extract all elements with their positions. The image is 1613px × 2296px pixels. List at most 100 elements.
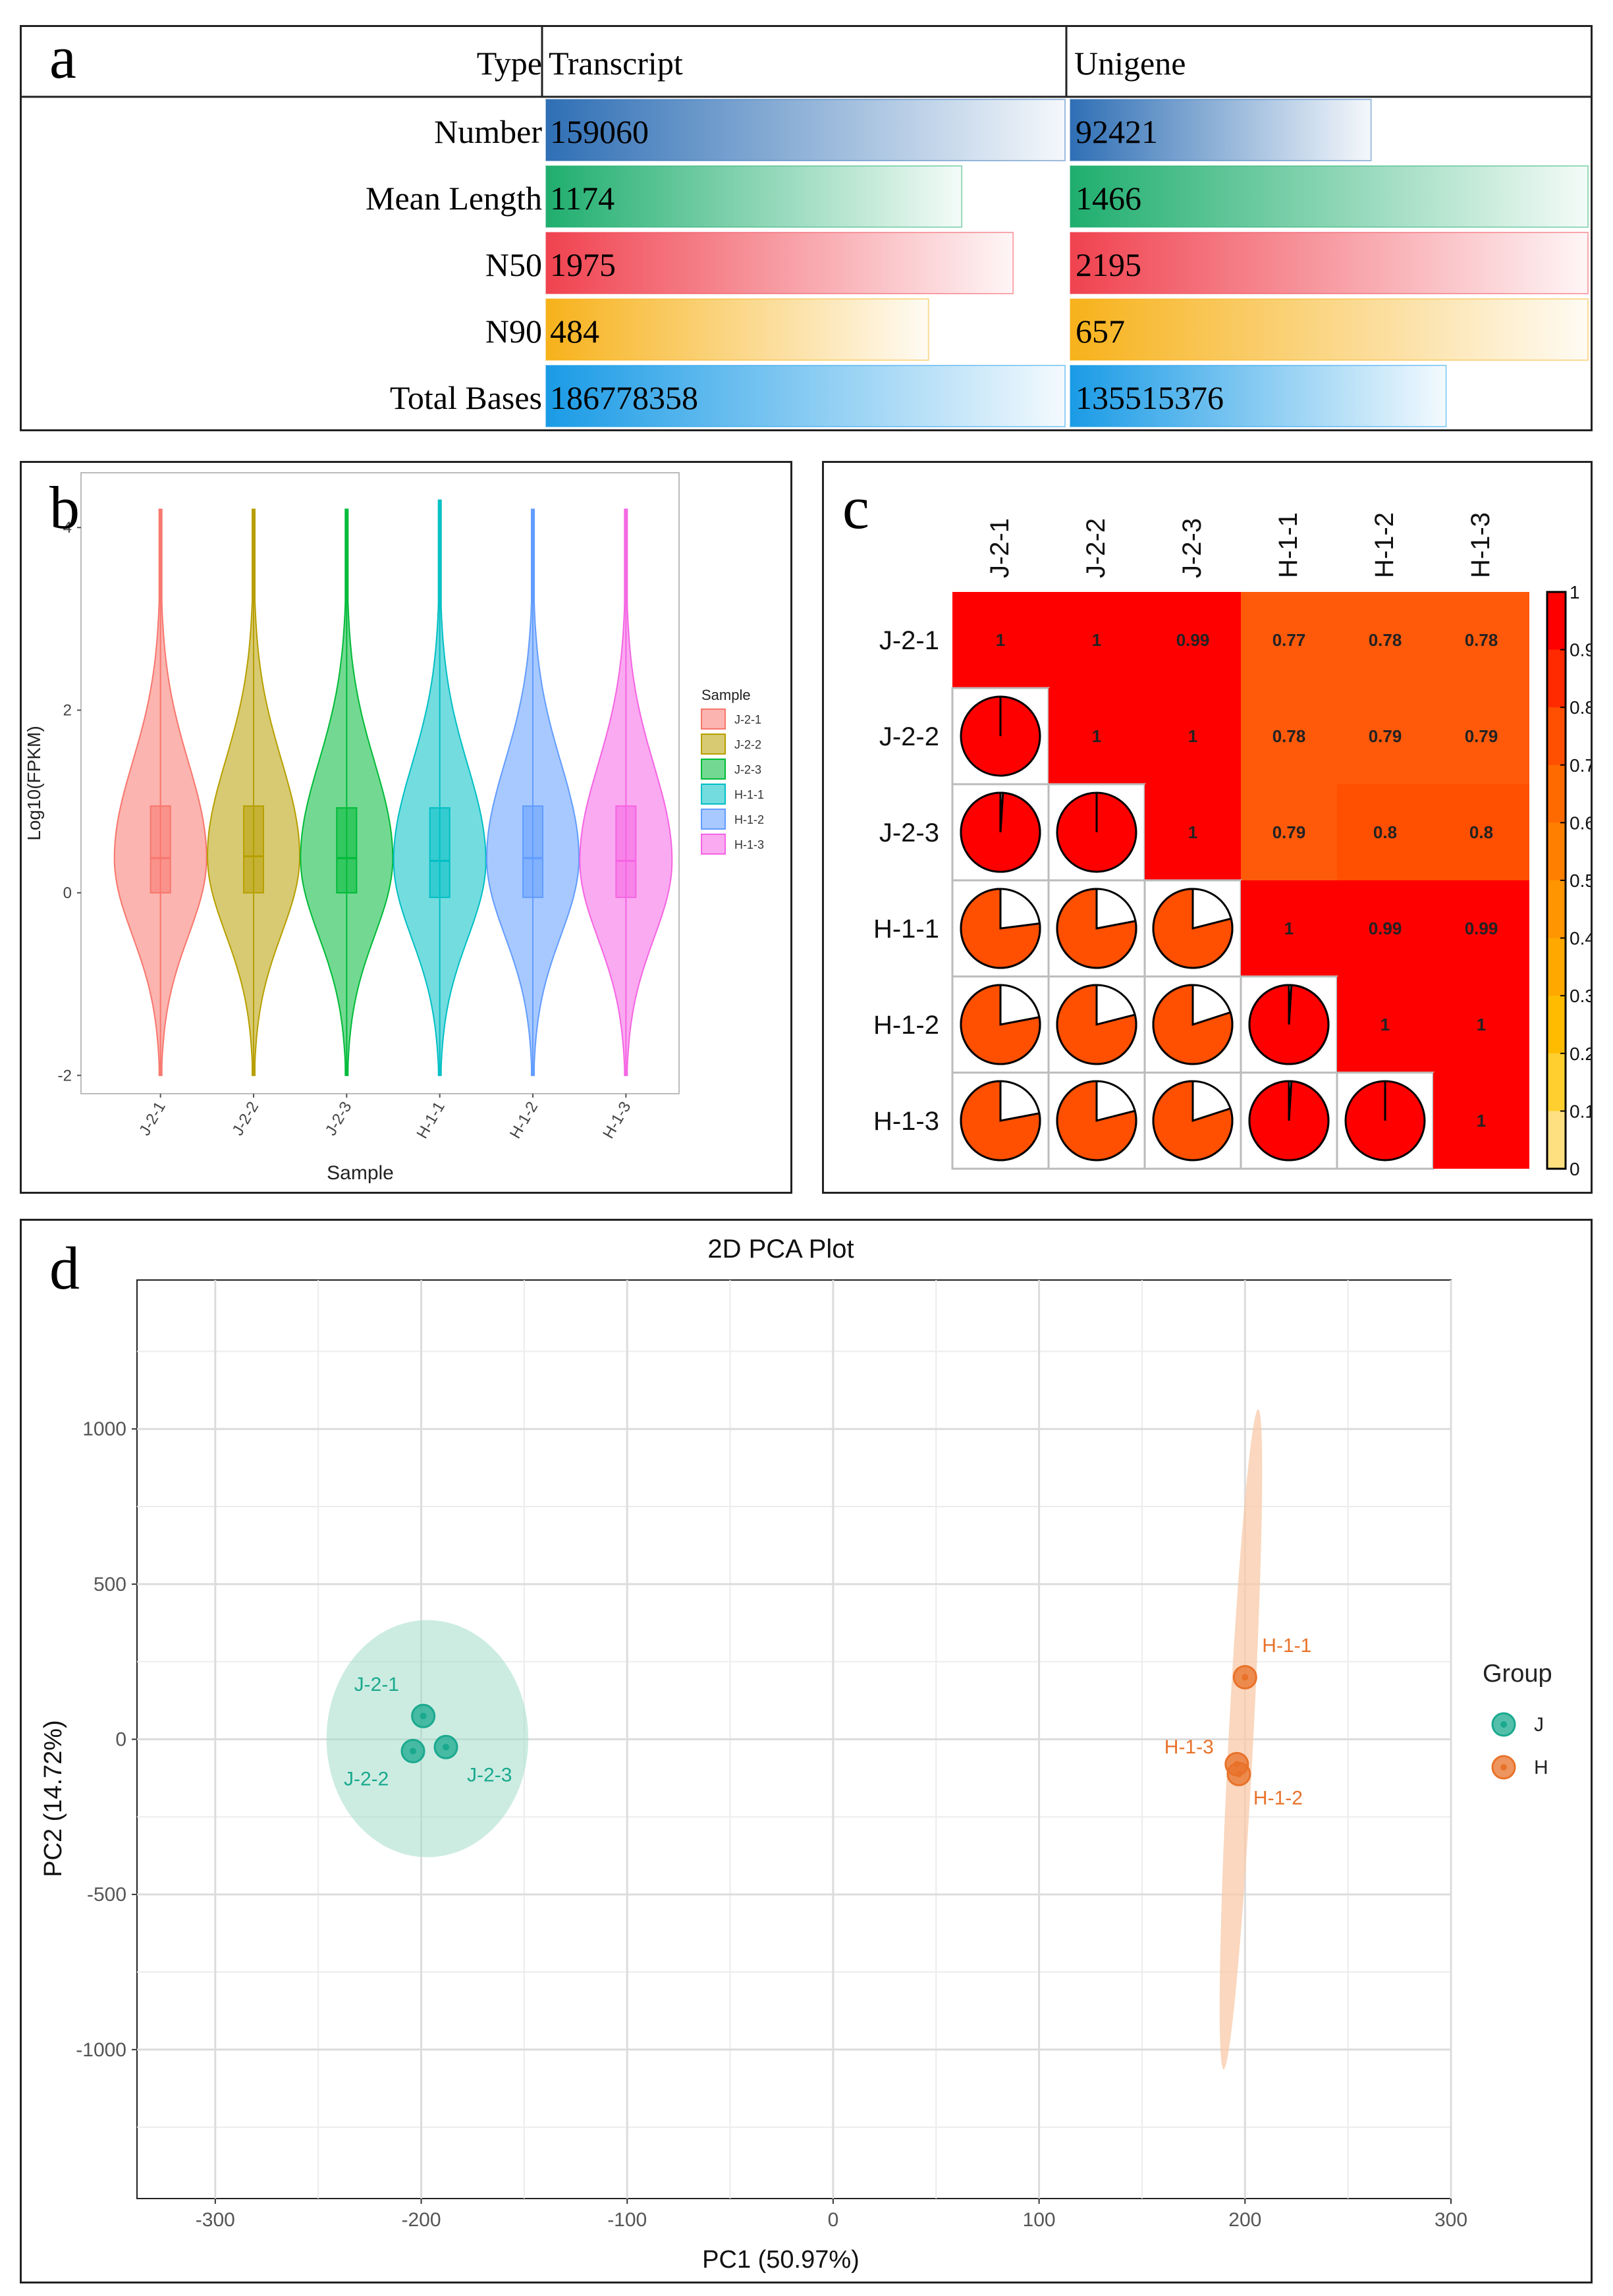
y-tick-label: 1000 xyxy=(82,1418,126,1440)
cell-value: 1 xyxy=(1284,919,1294,938)
point-label: J-2-2 xyxy=(344,1768,389,1790)
col-label: H-1-2 xyxy=(1370,512,1399,578)
panel-a: Type Transcript Unigene Number 159060 92421 Me… xyxy=(20,25,1593,431)
cell-value: 0.79 xyxy=(1465,726,1498,746)
legend-swatch xyxy=(701,734,726,755)
heat-cell xyxy=(1337,592,1433,688)
x-axis-label: PC1 (50.97%) xyxy=(702,2246,860,2274)
cell-value: 1 xyxy=(1477,1111,1486,1131)
colorbar-segment xyxy=(1547,822,1566,881)
pie-slice xyxy=(960,888,1041,969)
bar-unigene xyxy=(1070,298,1589,361)
y-axis-label: PC2 (14.72%) xyxy=(40,1720,67,1877)
x-tick-label: -300 xyxy=(196,2209,235,2231)
header-type: Type xyxy=(477,45,542,82)
point-label: J-2-3 xyxy=(467,1764,512,1786)
y-tick-label: 0 xyxy=(115,1729,126,1751)
col-label: J-2-3 xyxy=(1178,518,1207,578)
colorbar-segment xyxy=(1547,649,1566,708)
x-tick-label: 200 xyxy=(1228,2209,1261,2231)
point-label: H-1-1 xyxy=(1262,1635,1311,1657)
row-label: Total Bases xyxy=(390,379,542,416)
panel-d-letter: d xyxy=(49,1235,80,1302)
pie-slice xyxy=(1056,888,1137,969)
colorbar-segment xyxy=(1547,707,1566,766)
pie-slice xyxy=(1248,984,1330,1065)
heat-cell xyxy=(1145,592,1241,688)
header-unigene: Unigene xyxy=(1074,45,1186,82)
value-unigene: 135515376 xyxy=(1076,379,1224,416)
colorbar-segment xyxy=(1547,880,1566,939)
cell-value: 0.78 xyxy=(1272,726,1306,746)
bar-unigene xyxy=(1070,165,1589,228)
row-label: J-2-2 xyxy=(879,722,939,751)
legend-label: J xyxy=(1534,1714,1544,1736)
point-core xyxy=(420,1713,427,1720)
panel-a-letter: a xyxy=(49,24,76,91)
value-unigene: 1466 xyxy=(1076,180,1141,217)
colorbar-label: 0.6 xyxy=(1570,813,1591,833)
violin-chart: -2 0 2 4 Log10(FPKM) Sample J-2-1 J-2-2 J-2-3 H-1… xyxy=(24,472,764,1184)
header-transcript: Transcript xyxy=(549,45,683,82)
legend-swatch xyxy=(701,708,726,730)
row-label: H-1-1 xyxy=(873,915,939,944)
heat-cell xyxy=(1433,976,1529,1073)
colorbar-segment xyxy=(1547,996,1566,1054)
cell-value: 1 xyxy=(1188,822,1197,842)
y-tick-label: -1000 xyxy=(76,2039,126,2061)
heat-cell xyxy=(1337,688,1433,784)
bar-transcript xyxy=(545,298,929,361)
cell-value: 0.77 xyxy=(1272,630,1306,650)
row-label: J-2-1 xyxy=(879,626,939,655)
legend-label: H-1-3 xyxy=(734,838,764,851)
cell-value: 1 xyxy=(1477,1015,1486,1034)
panel-b-letter: b xyxy=(49,474,80,541)
cell-value: 1 xyxy=(1092,726,1101,746)
value-transcript: 186778358 xyxy=(550,379,698,416)
colorbar-label: 0.8 xyxy=(1570,697,1591,718)
legend-marker-core xyxy=(1500,1764,1507,1771)
heat-cell xyxy=(1433,880,1529,976)
cell-value: 0.78 xyxy=(1465,630,1498,650)
panel-c-letter: c xyxy=(842,474,869,541)
legend-label: H-1-1 xyxy=(734,788,764,801)
legend-marker-core xyxy=(1500,1721,1507,1728)
cell-value: 1 xyxy=(1092,630,1101,650)
pie-slice xyxy=(1056,1080,1137,1161)
pie-slice xyxy=(1152,888,1234,969)
bar-transcript xyxy=(545,365,1066,427)
pie-slice xyxy=(960,791,1041,873)
x-tick-label: H-1-2 xyxy=(506,1099,541,1142)
point-core xyxy=(1235,1771,1242,1778)
bar-unigene xyxy=(1070,232,1589,294)
cell-value: 0.99 xyxy=(1176,630,1210,650)
pie-slice xyxy=(960,1080,1041,1161)
heat-cell xyxy=(1337,880,1433,976)
heat-cell xyxy=(1433,688,1529,784)
pie-slice xyxy=(1152,1080,1234,1161)
bar-transcript xyxy=(545,99,1066,161)
value-transcript: 484 xyxy=(550,313,599,350)
heat-cell xyxy=(1337,976,1433,1073)
legend-swatch xyxy=(701,834,726,855)
x-tick-label: 0 xyxy=(828,2209,839,2231)
point-core xyxy=(443,1744,450,1751)
y-tick-label: 2 xyxy=(63,702,72,720)
legend-label: J-2-1 xyxy=(734,713,761,726)
y-tick-label: 4 xyxy=(63,519,72,537)
cell-value: 0.79 xyxy=(1369,726,1402,746)
cell-value: 0.79 xyxy=(1272,822,1306,842)
colorbar-label: 0.2 xyxy=(1570,1044,1591,1064)
colorbar-label: 0.9 xyxy=(1570,640,1591,660)
colorbar-label: 0.5 xyxy=(1570,870,1591,891)
point-label: H-1-3 xyxy=(1164,1736,1214,1758)
row-label: J-2-3 xyxy=(879,818,939,847)
row-label: Mean Length xyxy=(366,180,542,217)
y-axis-label: Log10(FPKM) xyxy=(24,726,44,840)
chart-title: 2D PCA Plot xyxy=(707,1235,854,1264)
heat-cell xyxy=(1241,784,1337,880)
heat-cell xyxy=(1241,592,1337,688)
ellipse-H xyxy=(1219,1409,1263,2069)
col-label: J-2-2 xyxy=(1081,518,1110,578)
legend-label: H xyxy=(1534,1757,1548,1778)
